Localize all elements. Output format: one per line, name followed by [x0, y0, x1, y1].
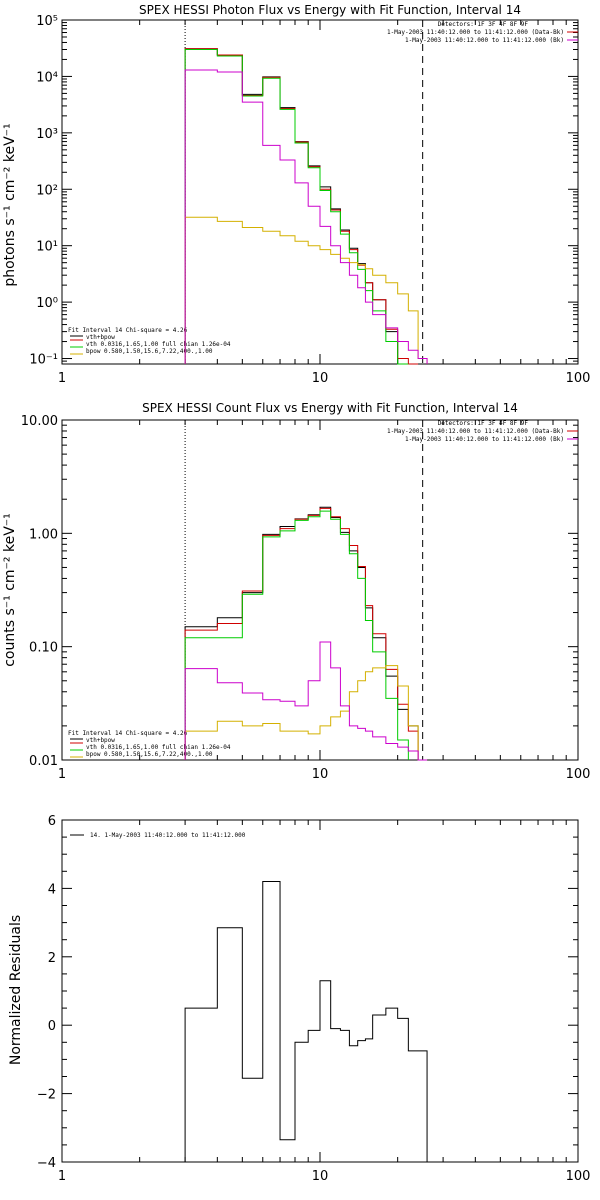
photon-flux-title: SPEX HESSI Photon Flux vs Energy with Fi…: [139, 3, 521, 17]
y-tick-label: 10⁻¹: [29, 353, 58, 368]
count-fit-line3: vth 0.0316,1.65,1.00 full chian 1.26e-04: [86, 744, 231, 751]
y-tick-label: 10⁰: [36, 296, 58, 311]
residuals-legend-text: 14. 1-May-2003 11:40:12.000 to 11:41:12.…: [90, 832, 246, 839]
residuals-panel: Normalized Residuals 14. 1-May-2003 11:4…: [8, 814, 590, 1184]
y-tick-label: 10.00: [21, 414, 58, 429]
x-tick-label: 1: [58, 1169, 66, 1184]
photon-series: [184, 48, 428, 365]
y-tick-label: 1.00: [29, 527, 58, 542]
x-tick-label: 1: [58, 371, 66, 386]
y-tick-label: 0.01: [29, 754, 58, 769]
series-bpow-line: [184, 665, 428, 761]
count-series: [184, 506, 428, 761]
photon-header-bk: 1-May-2003 11:40:12.000 to 11:41:12.000 …: [405, 37, 564, 44]
x-tick-label: 100: [566, 767, 591, 782]
photon-fit-line4: bpow 0.580,1.50,15.6,7.22,400.,1.00: [86, 348, 213, 355]
y-tick-label: 6: [48, 814, 56, 829]
count-fit-line1: Fit Interval 14 Chi-square = 4.26: [68, 730, 188, 737]
count-header-bk: 1-May-2003 11:40:12.000 to 11:41:12.000 …: [405, 436, 564, 443]
y-tick-label: 0: [48, 1019, 56, 1034]
photon-fit-line2: vth+bpow: [86, 334, 115, 341]
x-tick-label: 100: [566, 1169, 591, 1184]
plot-frame: [61, 19, 579, 365]
x-tick-label: 1: [58, 767, 66, 782]
y-tick-label: 10²: [36, 183, 58, 198]
count-flux-ylabel: counts s⁻¹ cm⁻² keV⁻¹: [2, 513, 18, 667]
series-data-bk-line: [184, 506, 428, 761]
series-vth-line: [184, 510, 409, 760]
photon-fit-line1: Fit Interval 14 Chi-square = 4.26: [68, 327, 188, 334]
x-tick-label: 10: [312, 767, 329, 782]
series-residuals-line: [184, 881, 428, 1162]
y-tick-label: 10³: [36, 127, 58, 142]
residuals-ylabel: Normalized Residuals: [8, 915, 24, 1065]
x-tick-label: 10: [312, 371, 329, 386]
x-tick-label: 10: [312, 1169, 329, 1184]
y-tick-label: 2: [48, 951, 56, 966]
photon-flux-ylabel: photons s⁻¹ cm⁻² keV⁻¹: [2, 123, 18, 286]
photon-flux-panel: SPEX HESSI Photon Flux vs Energy with Fi…: [2, 3, 590, 386]
count-fit-line2: vth+bpow: [86, 737, 115, 744]
photon-axes: 1 10 100 10⁻¹ 10⁰ 10¹ 10² 10³ 10⁴ 10⁵: [29, 14, 590, 386]
series-vth-bpow-line: [184, 48, 419, 365]
series-bk-line: [184, 69, 428, 364]
photon-header-databk: 1-May-2003 11:40:12.000 to 11:41:12.000 …: [387, 29, 564, 36]
y-tick-label: 4: [48, 882, 56, 897]
y-tick-label: −4: [37, 1156, 56, 1171]
count-fit-line4: bpow 0.580,1.50,15.6,7.22,400.,1.00: [86, 751, 213, 758]
photon-detectors-text: Detectors: 1F 3F 4F 8F 9F: [438, 21, 529, 28]
series-vth-line: [184, 49, 409, 365]
residuals-series: [184, 881, 428, 1162]
series-vth-bpow-line: [184, 507, 419, 760]
count-flux-panel: SPEX HESSI Count Flux vs Energy with Fit…: [2, 401, 590, 782]
y-tick-label: 0.10: [29, 641, 58, 656]
y-tick-label: 10⁵: [36, 14, 58, 29]
x-tick-label: 100: [566, 371, 591, 386]
y-tick-label: 10⁴: [36, 70, 58, 85]
y-tick-label: 10¹: [36, 240, 58, 255]
plot-frame: [61, 419, 579, 761]
count-detectors-text: Detectors: 1F 3F 4F 8F 9F: [438, 420, 529, 427]
count-axes: 1 10 100 0.01 0.10 1.00 10.00: [21, 414, 591, 782]
count-flux-title: SPEX HESSI Count Flux vs Energy with Fit…: [142, 401, 518, 415]
residuals-axes: 1 10 100 −4 −2 0 2 4 6: [37, 814, 591, 1184]
series-bk-line: [184, 641, 428, 761]
count-header-databk: 1-May-2003 11:40:12.000 to 11:41:12.000 …: [387, 428, 564, 435]
series-data-bk-line: [184, 48, 428, 365]
y-tick-label: −2: [37, 1088, 56, 1103]
photon-fit-line3: vth 0.0316,1.65,1.00 full chian 1.26e-04: [86, 341, 231, 348]
